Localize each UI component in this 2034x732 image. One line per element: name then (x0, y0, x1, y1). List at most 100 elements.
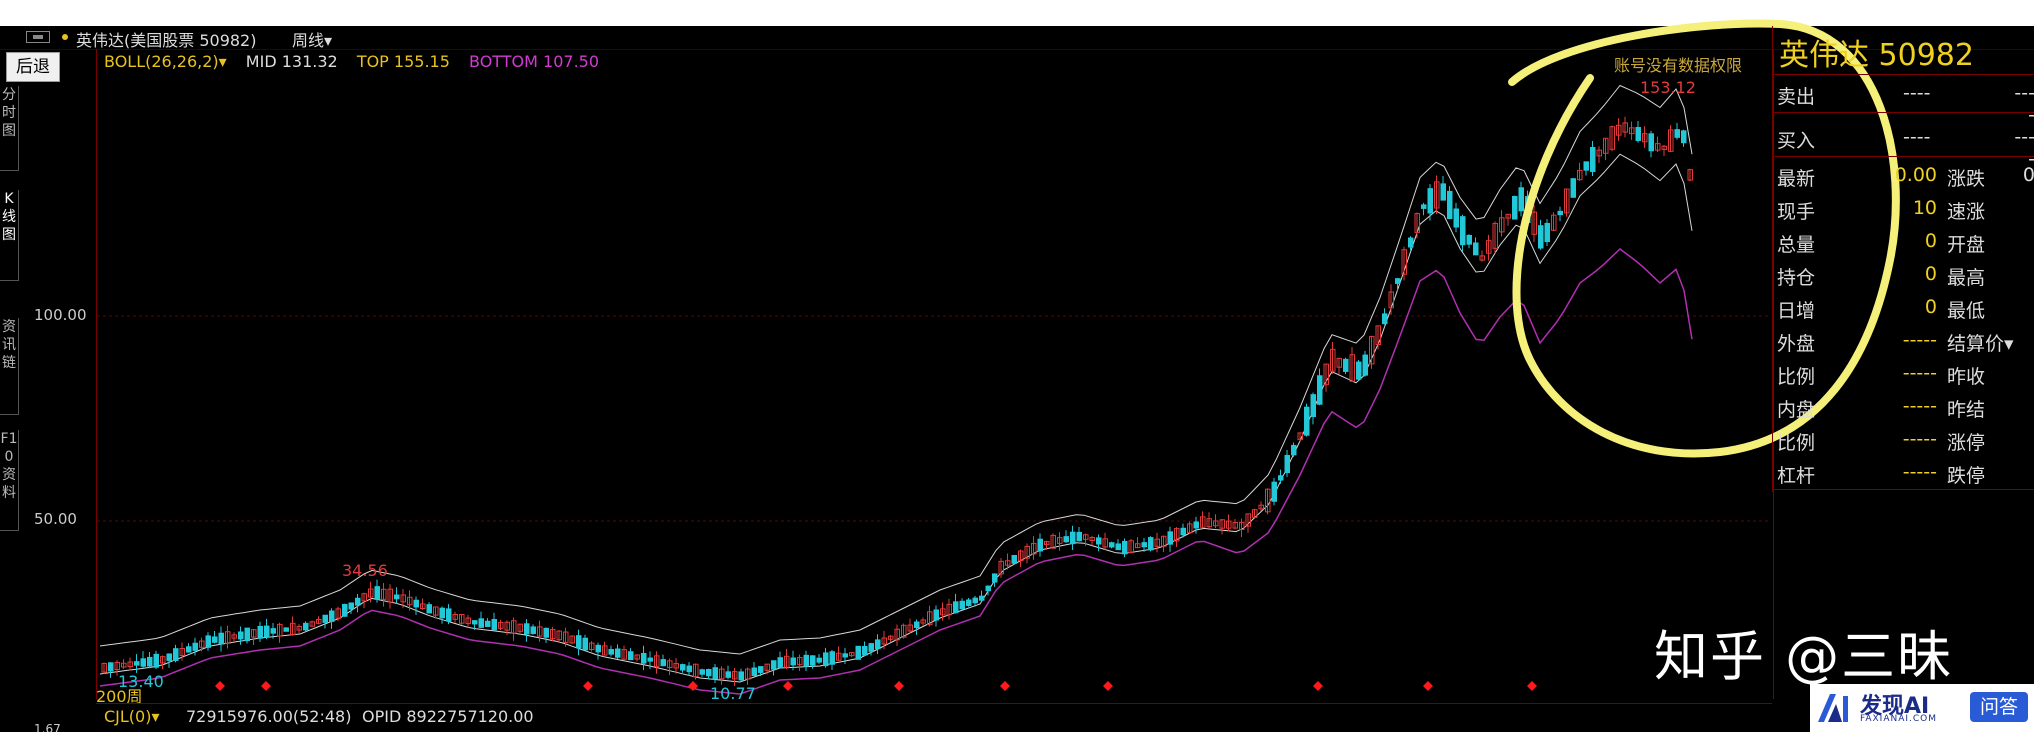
quote-field-label: 速涨 (1947, 201, 1986, 223)
label-period: 200周 (96, 687, 143, 706)
candle-body (641, 652, 647, 664)
candle-body (992, 573, 998, 583)
signal-marker-icon (1313, 681, 1323, 691)
y-tick-100: 100.00 (34, 306, 87, 324)
candle-body (459, 614, 465, 624)
quote-field-value: 0 (1924, 230, 1937, 252)
candle-body (595, 644, 601, 653)
window-icon[interactable] (26, 31, 50, 43)
candle-body (1193, 521, 1199, 529)
candle-body (972, 597, 978, 604)
candle-body (686, 665, 692, 673)
candle-body (706, 669, 712, 677)
faxianai-badge[interactable]: 发现AI FAXIANAI.COM 问答 (1810, 684, 2034, 732)
security-title: 英伟达(美国股票 50982) (76, 31, 257, 50)
candle-body (1161, 535, 1167, 547)
boll-indicator-bar: BOLL(26,26,2)▾ MID 131.32 TOP 155.15 BOT… (104, 52, 599, 71)
quote-field-label: 杠杆 (1777, 465, 1816, 487)
candle-body (816, 657, 822, 663)
candle-body (166, 653, 172, 661)
candle-body (153, 653, 159, 668)
signal-marker-icon (1527, 681, 1537, 691)
qa-button[interactable]: 问答 (1970, 692, 2028, 722)
y-tick-bottom: 1.67 (34, 722, 61, 732)
quote-field-label: 现手 (1777, 201, 1816, 223)
candle-body (1414, 213, 1420, 233)
quote-field-label: 结算价▾ (1947, 333, 2014, 355)
candle-body (777, 657, 783, 669)
candle-body (1492, 222, 1498, 249)
candle-body (504, 621, 510, 631)
candle-body (1102, 538, 1108, 548)
candle-body (602, 645, 608, 656)
candle-body (1018, 550, 1024, 562)
quote-divider (1773, 74, 2034, 75)
candle-body (173, 648, 179, 662)
candle-body (1258, 504, 1264, 510)
volume-indicator-bar: CJL(0)▾ 72915976.00(52:48) OPID 89227571… (96, 703, 1772, 730)
candle-body (556, 630, 562, 641)
candle-body (1291, 444, 1297, 456)
candle-body (290, 622, 296, 636)
candle-body (608, 649, 614, 655)
label-low1: 13.40 (118, 672, 164, 691)
candle-body (1356, 361, 1362, 380)
candle-body (1505, 213, 1511, 219)
candle-body (1330, 348, 1336, 372)
candle-body (517, 623, 523, 632)
candle-body (498, 622, 504, 629)
tab-news[interactable]: 资讯链 (0, 318, 19, 415)
tab-kline[interactable]: K线图 (0, 190, 19, 281)
quote-field-value: ----- (1902, 395, 1937, 417)
boll-upper-line (99, 84, 1693, 655)
signal-marker-icon (1000, 681, 1010, 691)
candle-body (283, 627, 289, 632)
candle-body (147, 656, 153, 667)
candle-body (244, 627, 250, 642)
candle-body (1109, 542, 1115, 548)
candle-body (875, 639, 881, 650)
candle-body (1642, 133, 1648, 143)
candle-body (550, 629, 556, 640)
candle-body (966, 599, 972, 606)
tab-timeshare[interactable]: 分时图 (0, 86, 19, 171)
signal-marker-icon (1423, 681, 1433, 691)
quote-field-value: 0.00 (1894, 164, 1937, 186)
candle-body (1265, 488, 1271, 513)
candle-body (1440, 183, 1446, 201)
candle-body (361, 593, 367, 602)
kline-chart-area[interactable] (96, 49, 1774, 699)
badge-subtitle: FAXIANAI.COM (1860, 714, 1938, 724)
candle-body (712, 667, 718, 680)
candle-body (368, 588, 374, 598)
candle-body (465, 617, 471, 625)
candle-body (660, 659, 666, 667)
candle-body (1005, 560, 1011, 566)
signal-marker-icon (583, 681, 593, 691)
boll-selector[interactable]: BOLL(26,26,2)▾ (104, 52, 227, 71)
candle-body (1479, 255, 1485, 261)
candle-body (179, 647, 185, 657)
candle-body (771, 660, 777, 670)
period-selector[interactable]: 周线▾ (292, 31, 333, 50)
tab-f10[interactable]: F10资料 (0, 430, 19, 531)
candle-body (881, 637, 887, 645)
quote-field-label: 外盘 (1777, 333, 1816, 355)
candle-body (134, 661, 140, 666)
candle-body (855, 645, 861, 660)
candle-body (1180, 527, 1186, 536)
candle-body (420, 603, 426, 609)
cjl-selector[interactable]: CJL(0)▾ (104, 707, 160, 726)
back-button[interactable]: 后退 (6, 52, 60, 82)
candle-body (296, 626, 302, 631)
sell-volume: ---- (2014, 82, 2034, 126)
candle-body (238, 631, 244, 640)
candle-body (186, 646, 192, 653)
candle-body (1466, 234, 1472, 245)
candle-body (1362, 354, 1368, 376)
candle-body (764, 663, 770, 671)
quote-field-label: 昨结 (1947, 399, 1986, 421)
quote-field-value: ----- (1902, 461, 1937, 483)
candle-body (1460, 216, 1466, 246)
